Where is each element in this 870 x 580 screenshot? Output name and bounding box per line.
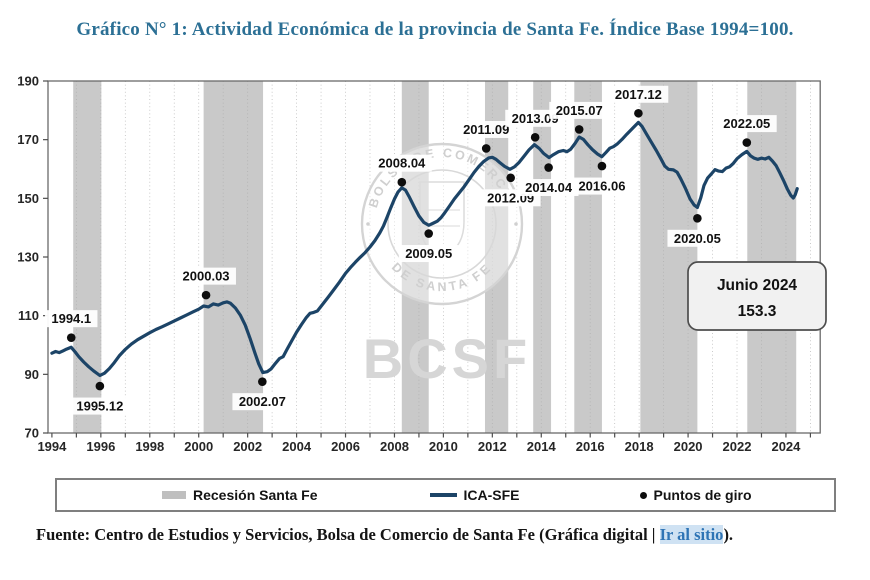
turning-point-label-bg xyxy=(608,85,669,103)
turning-point-label: 2008.04 xyxy=(378,156,426,171)
x-axis-tick-label: 1998 xyxy=(135,439,164,454)
turning-point-dot xyxy=(693,213,702,223)
turning-point-label: 2020.05 xyxy=(674,231,721,246)
turning-point-dot xyxy=(574,125,584,134)
y-axis-tick-label: 190 xyxy=(17,74,39,89)
turning-point-label: 2015.07 xyxy=(556,103,603,118)
x-axis-tick-label: 2012 xyxy=(478,439,507,454)
turning-point-label: 2017.12 xyxy=(615,87,662,102)
axes: 1994 1996 1998 2000 2002 2004 2006 2008 2010 2012… xyxy=(17,74,821,454)
ica-sfe-line xyxy=(50,120,799,378)
junio-2024-callout-value: 153.3 xyxy=(738,303,777,320)
turning-point-dot xyxy=(742,138,752,147)
legend-label-ica-sfe: ICA-SFE xyxy=(463,487,520,503)
turning-point-label-bg xyxy=(456,120,517,138)
source-text-prefix: Fuente: Centro de Estudios y Servicios, … xyxy=(36,525,660,544)
x-axis-tick-label: 2018 xyxy=(625,439,654,454)
recession-band xyxy=(73,81,102,433)
turning-point-dot xyxy=(424,229,434,238)
turning-point-label-bg xyxy=(232,393,293,411)
x-axis-tick-label: 1996 xyxy=(86,439,115,454)
turning-point-label: 2011.09 xyxy=(463,122,509,137)
y-axis-tick-label: 150 xyxy=(17,191,39,206)
turning-point-label: 2022.05 xyxy=(723,116,770,131)
x-axis-tick-label: 2002 xyxy=(233,439,262,454)
turning-point-label-bg xyxy=(398,245,459,263)
turning-point-label-bg xyxy=(549,101,610,119)
chart-title: Gráfico N° 1: Actividad Económica de la … xyxy=(76,19,794,40)
x-axis-tick-label: 2006 xyxy=(331,439,360,454)
chart-legend: Recesión Santa Fe ICA-SFE Puntos de giro xyxy=(55,478,836,512)
junio-2024-callout-date: Junio 2024 xyxy=(717,277,797,294)
y-axis-tick-label: 110 xyxy=(18,308,39,323)
recession-band xyxy=(484,81,509,433)
turning-point-label-bg xyxy=(716,115,777,133)
turning-point-label: 2009.05 xyxy=(405,246,452,261)
x-axis-tick-label: 2020 xyxy=(674,439,703,454)
recession-band xyxy=(203,81,264,433)
turning-point-dot xyxy=(544,163,553,172)
turning-point-label: 2013.09 xyxy=(512,111,559,126)
source-note: Fuente: Centro de Estudios y Servicios, … xyxy=(36,525,733,545)
turning-point-dot xyxy=(530,133,540,142)
legend-label-recession: Recesión Santa Fe xyxy=(193,487,318,503)
x-axis-tick-label: 1994 xyxy=(37,439,67,454)
turning-point-label-bg xyxy=(518,179,579,197)
turning-points xyxy=(66,108,752,391)
turning-point-label: 2000.03 xyxy=(183,269,230,284)
turning-point-label-bg xyxy=(572,177,632,195)
y-axis-tick-label: 130 xyxy=(17,250,39,265)
turning-point-label-bg xyxy=(176,267,236,285)
turning-point-dot xyxy=(481,144,491,153)
turning-point-label-bg xyxy=(371,154,432,172)
turning-point-label: 2016.06 xyxy=(578,179,625,194)
turning-point-dot xyxy=(258,377,267,386)
turning-point-label: 1994.1 xyxy=(51,311,91,326)
legend-item-ica-sfe: ICA-SFE xyxy=(429,487,520,503)
y-axis-tick-label: 90 xyxy=(25,367,39,382)
turning-point-dot xyxy=(597,161,607,171)
recession-band xyxy=(747,81,797,433)
line-swatch-icon xyxy=(429,493,457,497)
turning-point-label: 2014.04 xyxy=(525,180,573,195)
turning-point-dot xyxy=(66,333,76,342)
turning-point-label-bg xyxy=(69,397,130,415)
recession-band xyxy=(640,81,698,433)
x-axis-tick-label: 2000 xyxy=(184,439,213,454)
legend-item-recession: Recesión Santa Fe xyxy=(162,487,318,503)
turning-point-dot xyxy=(95,381,105,391)
dot-swatch-icon xyxy=(639,491,647,499)
turning-point-label-bg xyxy=(45,310,98,328)
turning-point-dot xyxy=(634,108,643,118)
y-axis-tick-label: 70 xyxy=(25,426,39,441)
x-axis-tick-label: 2010 xyxy=(429,439,458,454)
turning-point-label-bg xyxy=(667,229,728,247)
junio-2024-callout: Junio 2024 153.3 xyxy=(687,261,827,331)
recession-band xyxy=(574,81,602,433)
activity-chart: BOLSA DE COMERCIODE SANTA FEBCSF19941996… xyxy=(17,74,827,454)
junio-2024-callout-box xyxy=(687,261,827,331)
turning-point-label: 1995.12 xyxy=(76,399,123,414)
x-axis-tick-label: 2004 xyxy=(282,439,312,454)
turning-point-labels: 1994.1 1995.12 2000.03 2002.07 2008.04 2009.0… xyxy=(45,85,777,415)
turning-point-dot xyxy=(201,290,211,300)
watermark-bcsf-text: BCSF xyxy=(363,327,531,390)
ir-al-sitio-link[interactable]: Ir al sitio xyxy=(659,525,724,544)
x-axis-tick-label: 2014 xyxy=(527,439,557,454)
x-axis-tick-label: 2008 xyxy=(380,439,409,454)
source-text-suffix: ). xyxy=(723,525,734,544)
x-axis-tick-label: 2022 xyxy=(723,439,752,454)
legend-item-puntos-de-giro: Puntos de giro xyxy=(639,487,752,503)
y-axis-tick-label: 170 xyxy=(17,132,39,147)
turning-point-dot xyxy=(397,177,407,187)
x-axis-tick-label: 2024 xyxy=(771,439,801,454)
ica-sfe-series xyxy=(50,120,799,378)
legend-label-puntos-de-giro: Puntos de giro xyxy=(653,487,752,503)
turning-point-dot xyxy=(506,173,515,183)
recession-band-swatch-icon xyxy=(162,491,186,499)
turning-point-label: 2002.07 xyxy=(239,394,286,409)
x-axis-tick-label: 2016 xyxy=(576,439,605,454)
